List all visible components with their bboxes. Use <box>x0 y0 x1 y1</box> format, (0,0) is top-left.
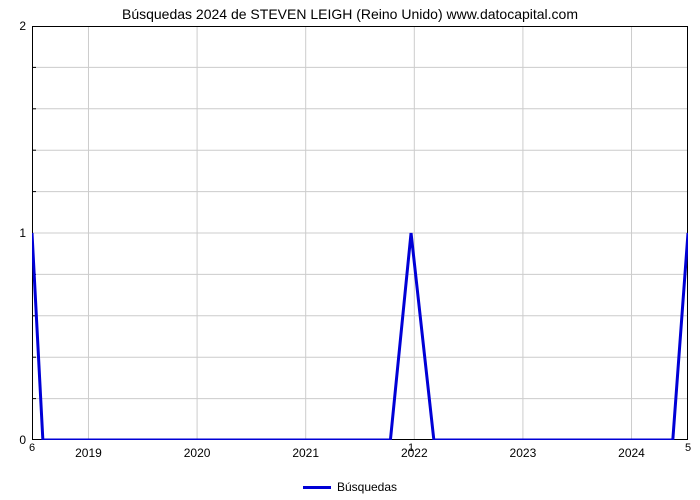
x-tick-label: 2020 <box>184 440 211 460</box>
y-tick-label: 2 <box>19 19 32 33</box>
x-tick-label: 2022 <box>401 440 428 460</box>
y-tick-label: 1 <box>19 226 32 240</box>
legend: Búsquedas <box>0 479 700 494</box>
x-tick-label: 2023 <box>510 440 537 460</box>
legend-label: Búsquedas <box>337 480 397 494</box>
chart-container: Búsquedas 2024 de STEVEN LEIGH (Reino Un… <box>0 0 700 500</box>
data-point-label: 1 <box>408 440 414 454</box>
data-point-label: 6 <box>29 440 35 454</box>
legend-swatch <box>303 486 331 489</box>
x-tick-label: 2019 <box>75 440 102 460</box>
data-point-label: 5 <box>685 440 691 454</box>
chart-title: Búsquedas 2024 de STEVEN LEIGH (Reino Un… <box>0 6 700 22</box>
x-tick-label: 2024 <box>618 440 645 460</box>
x-tick-label: 2021 <box>292 440 319 460</box>
plot-area: 012201920202021202220232024615 <box>32 26 688 440</box>
